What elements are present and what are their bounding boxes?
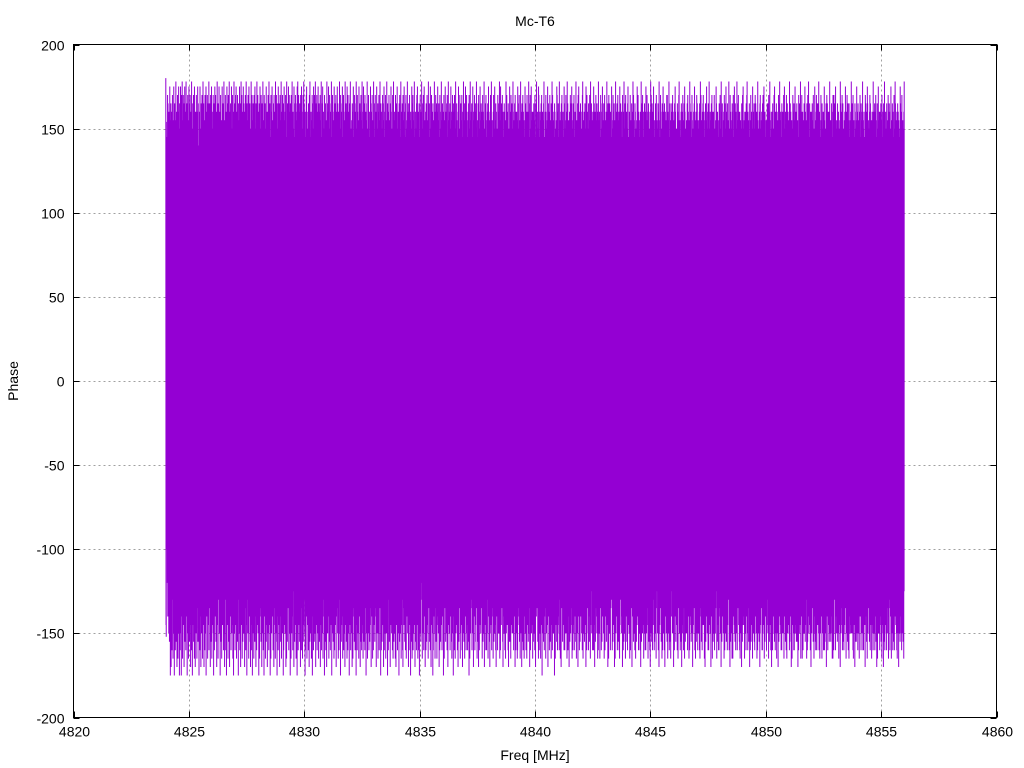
y-tick-label: 0: [57, 374, 65, 390]
x-axis-label: Freq [MHz]: [500, 747, 569, 763]
series-line-0: [165, 78, 905, 676]
y-tick-label: 200: [41, 38, 65, 54]
x-tick-label: 4820: [59, 724, 90, 740]
x-tick-label: 4840: [520, 724, 551, 740]
y-tick-label: -100: [36, 542, 64, 558]
chart-title: Mc-T6: [515, 13, 555, 29]
x-tick-label: 4825: [174, 724, 205, 740]
x-tick-label: 4830: [289, 724, 320, 740]
y-tick-label: 50: [49, 290, 65, 306]
axis-ticks: 4820 4825 4830 4835 4840 4845 4850 4855 4860 -200…: [36, 38, 1013, 740]
x-tick-label: 4835: [405, 724, 436, 740]
y-tick-label: -50: [44, 458, 64, 474]
y-tick-label: -200: [36, 711, 64, 727]
y-tick-label: 150: [41, 122, 65, 138]
y-axis-label: Phase: [5, 361, 21, 401]
x-tick-label: 4855: [866, 724, 897, 740]
series-layer: [165, 78, 905, 676]
y-tick-label: 100: [41, 206, 65, 222]
x-tick-label: 4860: [982, 724, 1013, 740]
x-tick-label: 4845: [635, 724, 666, 740]
y-tick-label: -150: [36, 626, 64, 642]
x-tick-label: 4850: [751, 724, 782, 740]
